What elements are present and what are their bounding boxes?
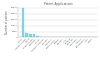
Bar <box>36 36 39 37</box>
Bar <box>22 8 24 37</box>
Title: Patent Applications: Patent Applications <box>44 2 72 6</box>
Bar <box>25 33 28 37</box>
Y-axis label: Number of patents: Number of patents <box>5 10 9 34</box>
Bar <box>33 34 35 37</box>
Bar <box>29 34 32 37</box>
